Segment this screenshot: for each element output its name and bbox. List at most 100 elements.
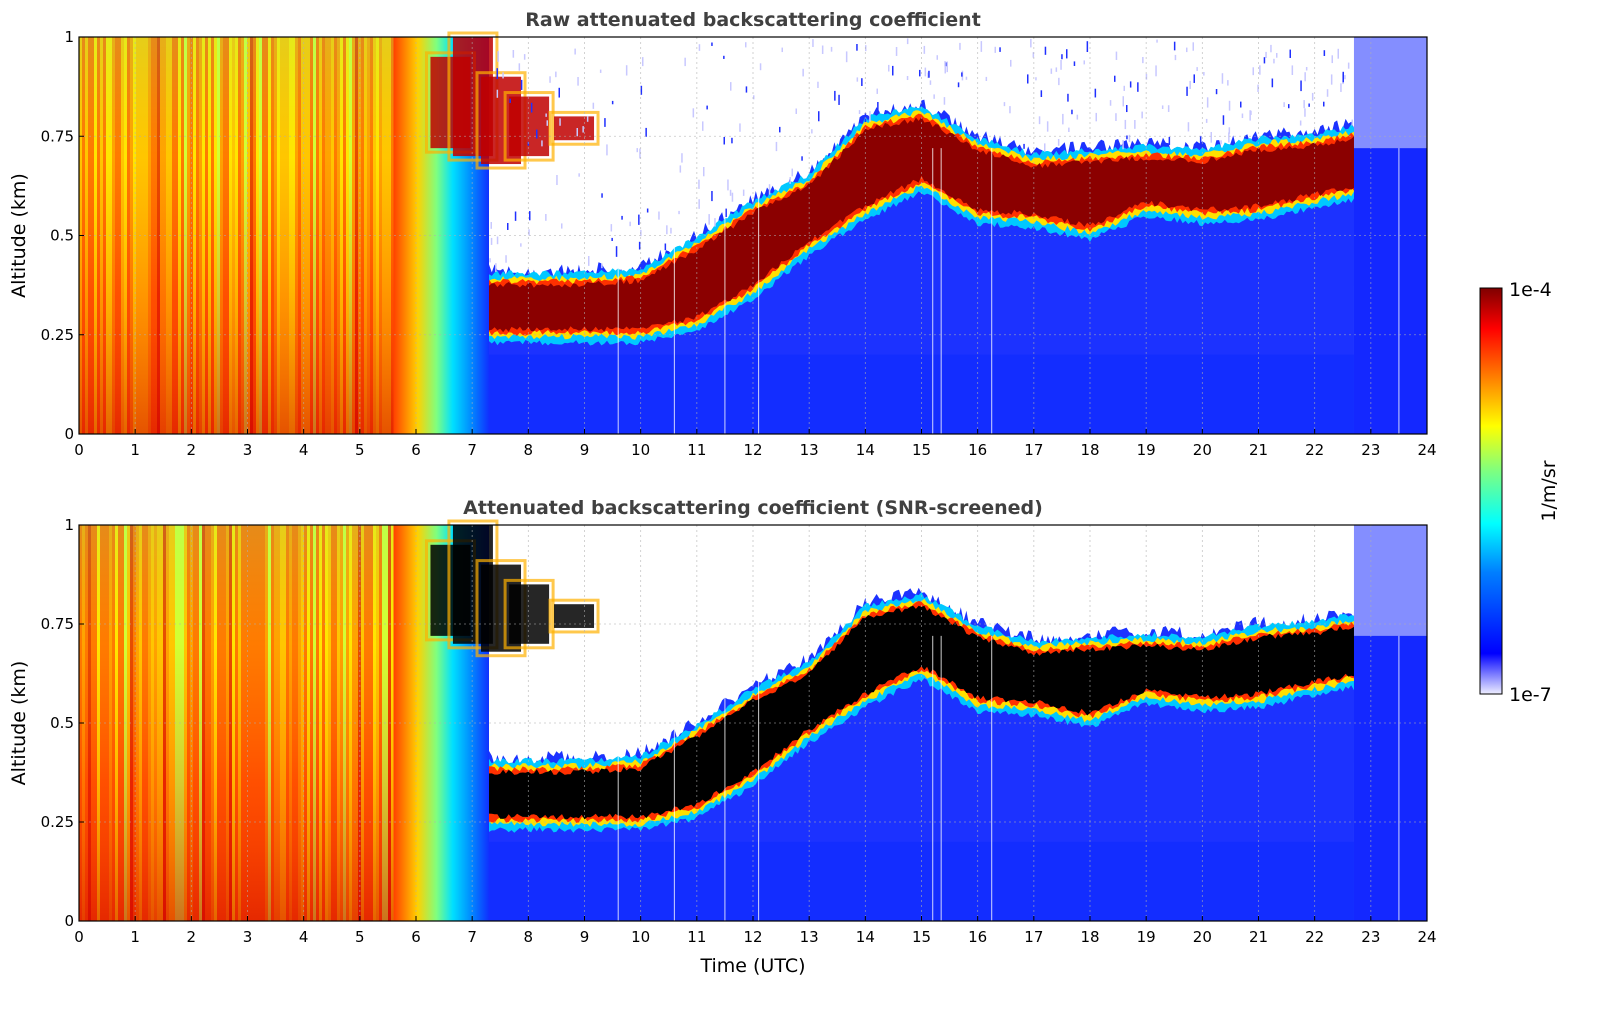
x-tick-label: 8 [524,441,534,459]
noise-speckle [906,76,909,81]
noise-speckle [518,63,521,71]
noise-speckle [578,173,580,177]
cloud-core [489,605,1354,820]
noise-speckle [646,208,649,213]
noise-speckle [1129,81,1132,88]
noise-speckle [1342,71,1344,83]
noise-speckle [723,55,725,59]
x-tick-label: 5 [355,928,365,946]
noise-speckle [801,156,803,161]
cloud-fragment [509,584,550,644]
noise-speckle [1186,86,1188,96]
noise-speckle [576,128,578,137]
noise-speckle [1249,110,1251,121]
x-tick-label: 22 [1305,928,1324,946]
noise-speckle [906,38,909,45]
x-tick-label: 9 [580,441,590,459]
noise-speckle [888,64,890,72]
cloud-fragment [554,604,595,628]
colorbar: 1e-4 1e-7 1/m/sr [1479,279,1560,706]
noise-speckle [555,71,557,78]
y-axis-label: Altitude (km) [8,661,30,786]
noise-speckle [1303,100,1305,109]
y-tick-label: 0.25 [41,813,74,831]
no-signal-upper [1353,37,1427,149]
noise-speckle [739,123,741,132]
fog-vertical-shading [79,525,394,921]
noise-speckle [877,102,879,112]
noise-speckle [795,108,797,114]
x-tick-label: 18 [1080,441,1099,459]
x-tick-label: 11 [687,928,706,946]
noise-speckle [1126,105,1128,113]
noise-speckle [1009,106,1011,114]
noise-speckle [1076,114,1079,120]
noise-speckle [789,177,791,184]
x-tick-label: 12 [743,928,762,946]
noise-speckle [1027,74,1029,84]
x-tick-label: 3 [243,441,253,459]
noise-speckle [536,129,538,139]
noise-speckle [1304,72,1306,82]
noise-speckle [611,100,614,105]
noise-speckle [892,65,894,76]
noise-speckle [946,61,948,73]
noise-speckle [779,126,781,133]
colorbar-min-label: 1e-7 [1509,684,1552,706]
noise-speckle [703,167,705,177]
noise-speckle [642,57,644,67]
noise-speckle [845,51,848,63]
noise-speckle [1186,47,1188,53]
panel-title: Raw attenuated backscattering coefficien… [525,9,981,31]
noise-speckle [1114,75,1116,82]
x-tick-label: 17 [1024,441,1043,459]
noise-speckle [1311,92,1314,101]
noise-speckle [636,148,638,153]
noise-speckle [1192,42,1194,51]
noise-speckle [994,46,996,53]
noise-speckle [1167,105,1170,112]
x-tick-label: 20 [1193,441,1212,459]
noise-speckle [611,237,613,242]
noise-speckle [858,110,861,114]
x-tick-label: 12 [743,441,762,459]
noise-speckle [1252,67,1254,76]
x-tick-label: 7 [467,928,477,946]
noise-speckle [1199,135,1202,145]
cloud-core [489,117,1354,333]
x-tick-label: 0 [74,928,84,946]
y-tick-label: 0.25 [41,326,74,344]
noise-speckle [1221,73,1224,84]
noise-speckle [601,193,603,198]
noise-speckle [943,97,946,105]
noise-speckle [592,102,595,109]
noise-speckle [679,165,682,173]
noise-speckle [1062,113,1064,125]
noise-speckle [1044,143,1046,152]
noise-speckle [1304,108,1306,117]
colorbar-unit-label: 1/m/sr [1538,460,1560,521]
x-tick-label: 21 [1249,441,1268,459]
noise-speckle [999,47,1001,52]
noise-speckle [936,55,938,60]
x-tick-label: 9 [580,928,590,946]
noise-speckle [965,76,968,80]
x-tick-label: 11 [687,441,706,459]
noise-speckle [802,68,804,77]
noise-speckle [1300,80,1302,92]
noise-speckle [1273,58,1275,64]
noise-speckle [495,263,497,272]
noise-speckle [706,105,708,110]
noise-speckle [959,42,961,50]
x-tick-label: 16 [968,441,987,459]
noise-speckle [582,126,584,133]
noise-speckle [923,45,926,54]
noise-speckle [1196,67,1198,71]
noise-speckle [1122,140,1124,150]
noise-speckle [924,67,927,77]
y-tick-label: 0.5 [50,714,74,732]
noise-speckle [944,61,946,67]
noise-speckle [811,129,813,134]
noise-speckle [1058,77,1060,86]
